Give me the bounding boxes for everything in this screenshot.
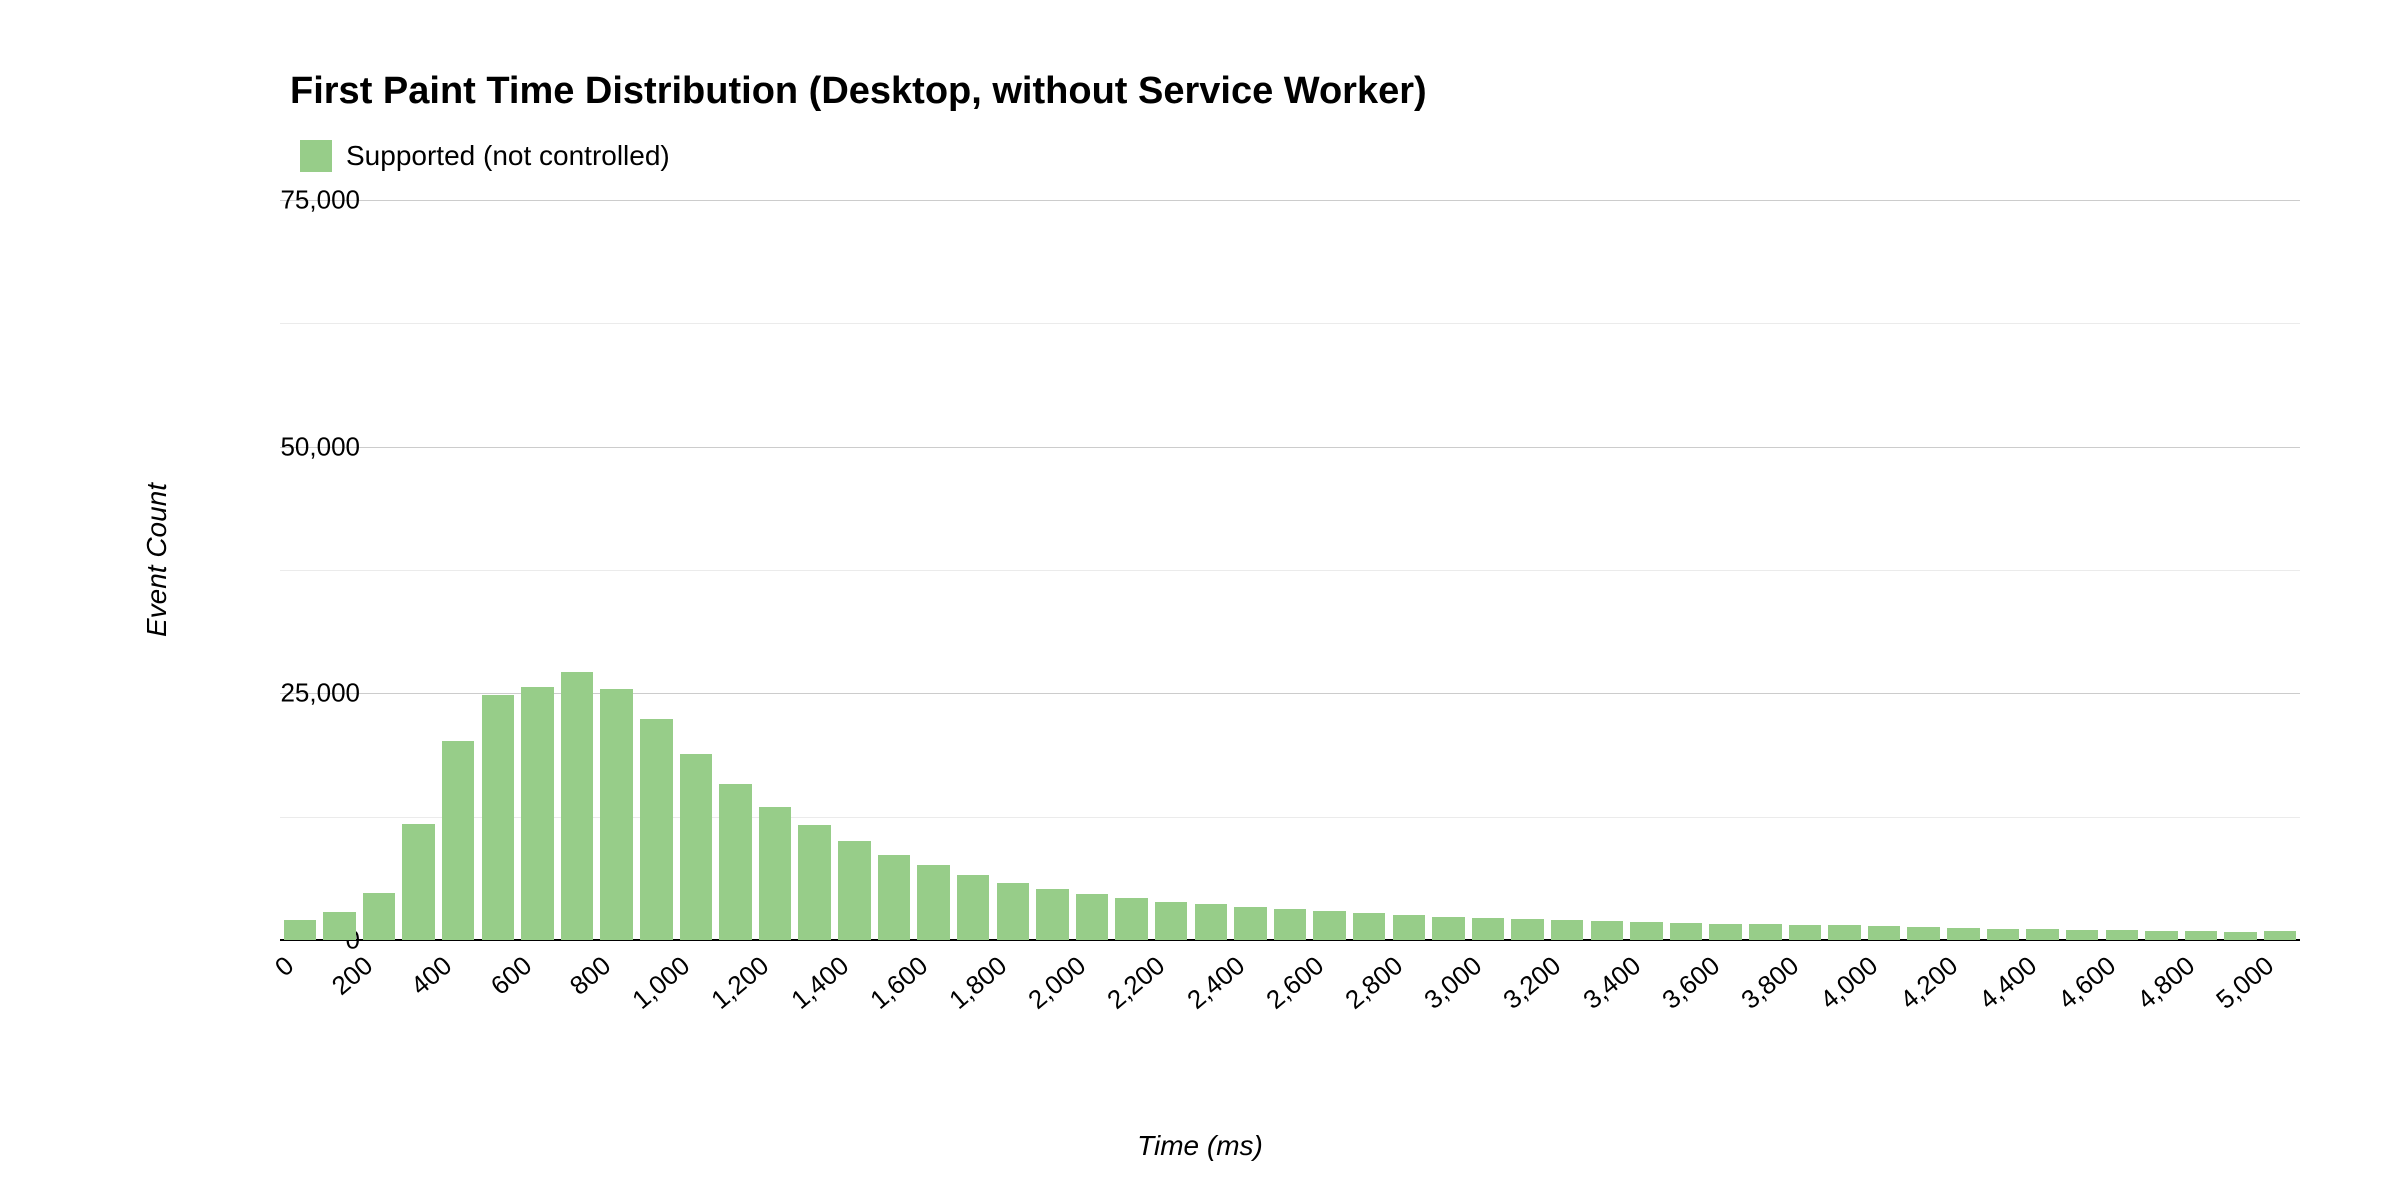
x-tick-label: 0 bbox=[203, 950, 300, 1038]
y-tick-label: 75,000 bbox=[280, 185, 360, 216]
bar bbox=[1115, 898, 1147, 940]
x-tick-label: 3,000 bbox=[1392, 950, 1489, 1038]
bar bbox=[402, 824, 434, 940]
gridline bbox=[280, 323, 2300, 324]
bar bbox=[1076, 894, 1108, 940]
bar bbox=[1868, 926, 1900, 940]
x-tick-label: 2,800 bbox=[1312, 950, 1409, 1038]
x-tick-label: 800 bbox=[520, 950, 617, 1038]
bar bbox=[1155, 902, 1187, 940]
bar bbox=[957, 875, 989, 940]
bar bbox=[442, 741, 474, 940]
y-tick-label: 25,000 bbox=[280, 678, 360, 709]
bar bbox=[640, 719, 672, 940]
bar bbox=[1472, 918, 1504, 940]
bar bbox=[2106, 930, 2138, 940]
legend-swatch bbox=[300, 140, 332, 172]
x-tick-label: 1,000 bbox=[599, 950, 696, 1038]
bar bbox=[1749, 924, 1781, 940]
x-tick-label: 4,200 bbox=[1867, 950, 1964, 1038]
legend: Supported (not controlled) bbox=[300, 140, 670, 172]
bar bbox=[561, 672, 593, 940]
bar bbox=[838, 841, 870, 940]
bar bbox=[1313, 911, 1345, 940]
bar bbox=[1036, 889, 1068, 940]
bar bbox=[917, 865, 949, 940]
bar bbox=[1630, 922, 1662, 940]
x-tick-label: 4,400 bbox=[1946, 950, 2043, 1038]
x-tick-label: 4,600 bbox=[2025, 950, 2122, 1038]
chart-title: First Paint Time Distribution (Desktop, … bbox=[290, 70, 1427, 113]
bar bbox=[1828, 925, 1860, 940]
y-tick-label: 50,000 bbox=[280, 431, 360, 462]
bar bbox=[284, 920, 316, 940]
bar bbox=[1987, 929, 2019, 940]
x-tick-label: 3,600 bbox=[1629, 950, 1726, 1038]
bar bbox=[2185, 931, 2217, 940]
bar bbox=[2026, 929, 2058, 940]
bar bbox=[719, 784, 751, 940]
x-tick-label: 1,200 bbox=[679, 950, 776, 1038]
bar bbox=[1670, 923, 1702, 940]
y-axis-label: Event Count bbox=[141, 483, 173, 637]
x-tick-label: 1,600 bbox=[837, 950, 934, 1038]
bar bbox=[2066, 930, 2098, 940]
x-tick-label: 2,000 bbox=[996, 950, 1093, 1038]
bar bbox=[521, 687, 553, 940]
bar bbox=[2224, 932, 2256, 940]
x-tick-label: 3,400 bbox=[1550, 950, 1647, 1038]
x-tick-label: 1,400 bbox=[758, 950, 855, 1038]
bar bbox=[1274, 909, 1306, 940]
bar bbox=[1947, 928, 1979, 940]
bar bbox=[1234, 907, 1266, 940]
bar bbox=[2264, 931, 2296, 940]
bar bbox=[2145, 931, 2177, 940]
x-axis-label: Time (ms) bbox=[0, 1130, 2400, 1162]
bar bbox=[1907, 927, 1939, 940]
x-tick-label: 200 bbox=[283, 950, 380, 1038]
bar bbox=[798, 825, 830, 940]
gridline bbox=[280, 570, 2300, 571]
x-tick-label: 4,000 bbox=[1788, 950, 1885, 1038]
bar bbox=[997, 883, 1029, 940]
bar bbox=[1353, 913, 1385, 940]
gridline bbox=[280, 447, 2300, 448]
x-tick-label: 4,800 bbox=[2105, 950, 2202, 1038]
bar bbox=[1789, 925, 1821, 940]
gridline bbox=[280, 200, 2300, 201]
bar bbox=[680, 754, 712, 940]
x-tick-label: 3,800 bbox=[1708, 950, 1805, 1038]
bar bbox=[1709, 924, 1741, 940]
x-tick-label: 1,800 bbox=[916, 950, 1013, 1038]
legend-label: Supported (not controlled) bbox=[346, 140, 670, 172]
bar bbox=[878, 855, 910, 940]
x-tick-label: 2,400 bbox=[1154, 950, 1251, 1038]
chart-container: First Paint Time Distribution (Desktop, … bbox=[0, 0, 2400, 1200]
x-tick-label: 400 bbox=[362, 950, 459, 1038]
x-tick-label: 2,200 bbox=[1075, 950, 1172, 1038]
x-tick-label: 600 bbox=[441, 950, 538, 1038]
x-tick-label: 2,600 bbox=[1233, 950, 1330, 1038]
x-tick-label: 5,000 bbox=[2184, 950, 2281, 1038]
bar bbox=[482, 695, 514, 940]
bar bbox=[1195, 904, 1227, 940]
bar bbox=[600, 689, 632, 940]
bar bbox=[1591, 921, 1623, 940]
bar bbox=[1393, 915, 1425, 940]
x-tick-label: 3,200 bbox=[1471, 950, 1568, 1038]
bar bbox=[1432, 917, 1464, 940]
bar bbox=[1511, 919, 1543, 940]
bar bbox=[759, 807, 791, 940]
bar bbox=[323, 912, 355, 940]
bar bbox=[363, 893, 395, 940]
bar bbox=[1551, 920, 1583, 940]
